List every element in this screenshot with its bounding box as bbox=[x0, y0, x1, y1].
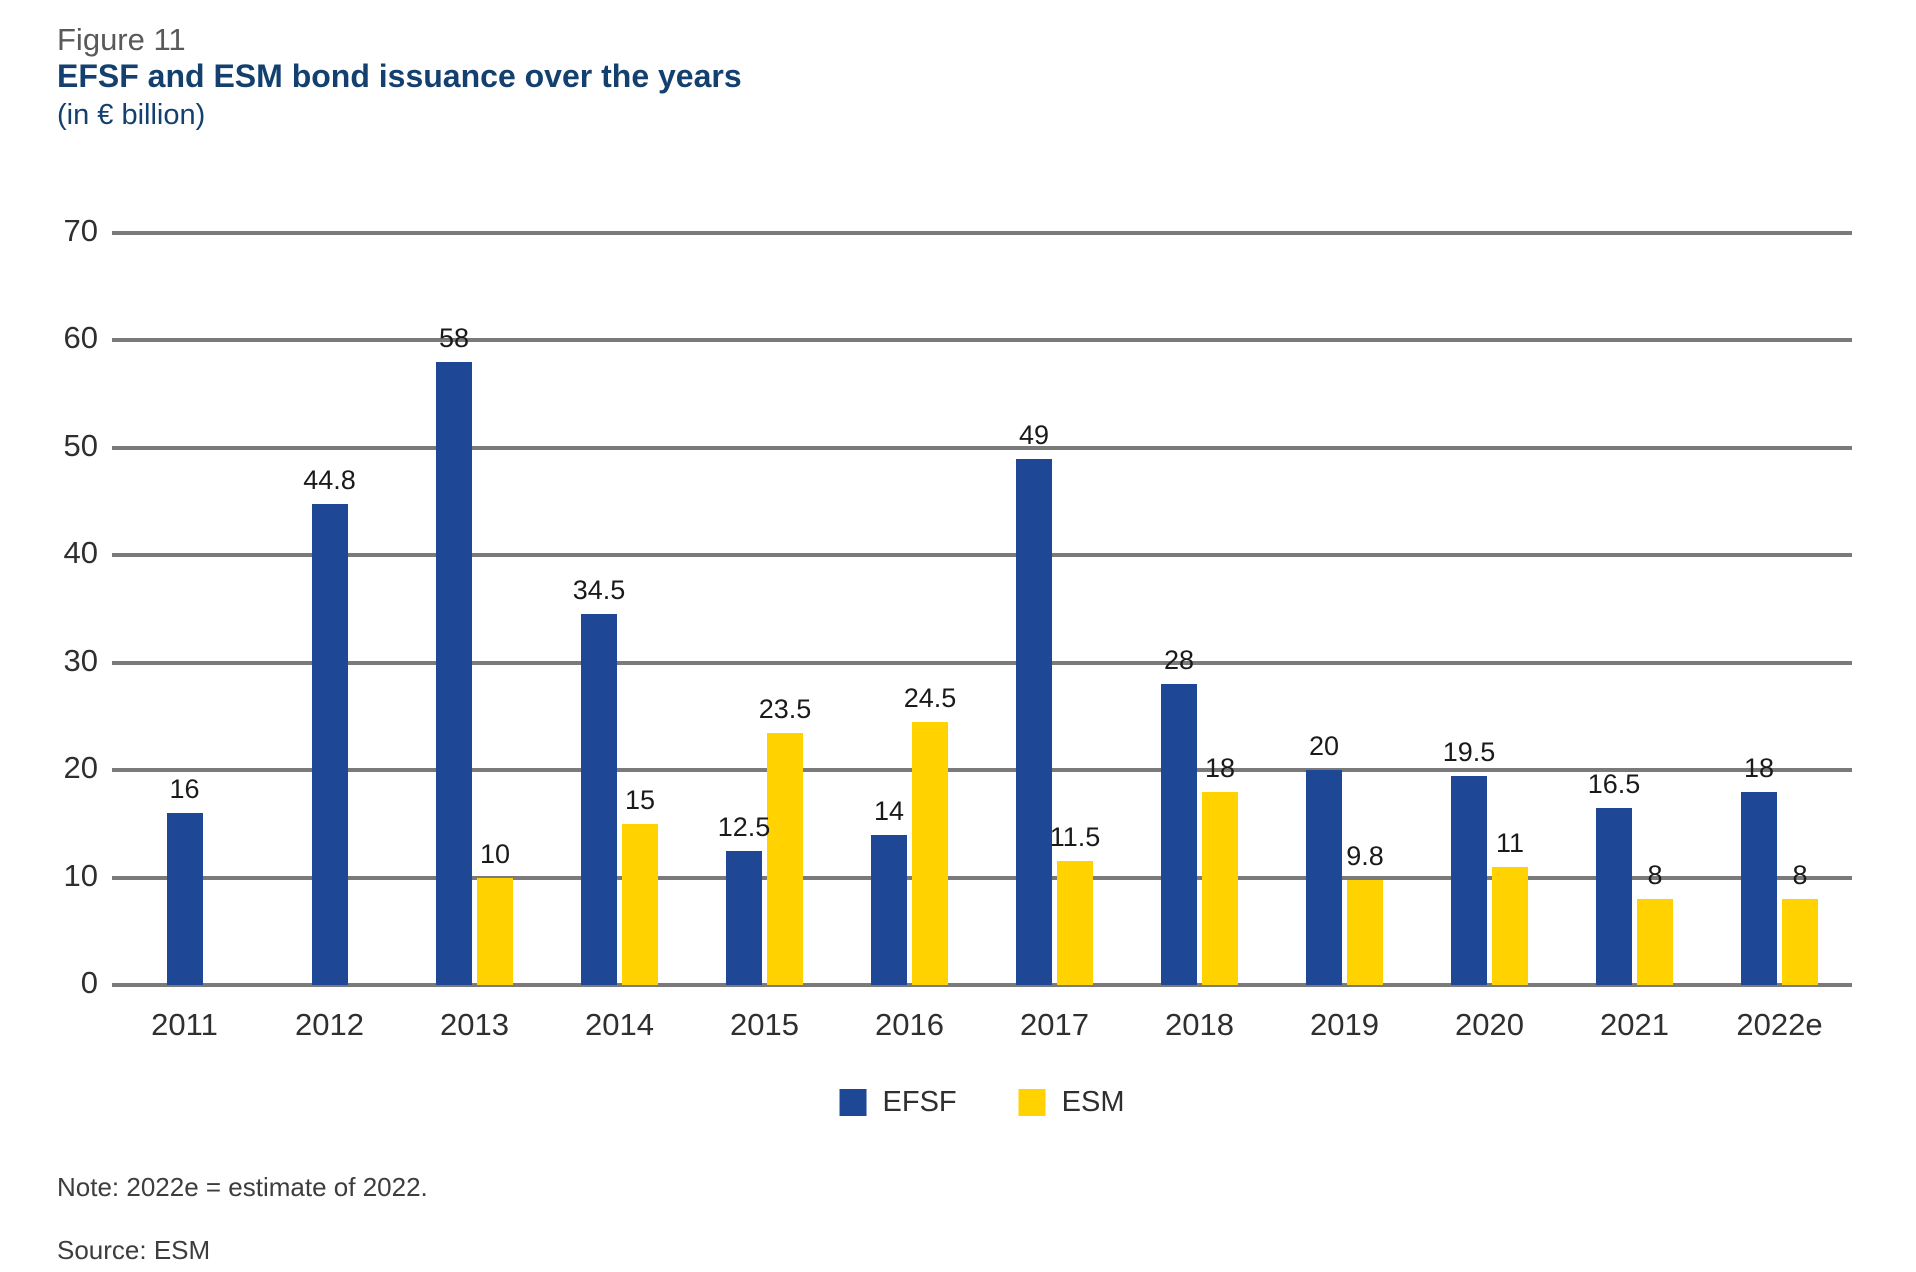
y-axis-label-30: 30 bbox=[63, 642, 98, 678]
x-axis-label-2021: 2021 bbox=[1600, 1007, 1669, 1042]
bar-esm-2015 bbox=[767, 732, 803, 985]
bar-value-label-efsf-2019: 20 bbox=[1308, 731, 1340, 762]
bar-value-label-esm-2017: 11.5 bbox=[1049, 822, 1101, 853]
bar-value-label-esm-2014: 15 bbox=[624, 784, 656, 815]
x-axis-label-2022e: 2022e bbox=[1736, 1007, 1823, 1042]
x-axis-label-2017: 2017 bbox=[1020, 1007, 1089, 1042]
x-axis-label-2014: 2014 bbox=[585, 1007, 654, 1042]
esm-swatch-icon bbox=[1018, 1089, 1046, 1116]
x-axis-label-2012: 2012 bbox=[295, 1007, 364, 1042]
bar-value-label-efsf-2020: 19.5 bbox=[1442, 736, 1496, 767]
gridline-10 bbox=[112, 875, 1852, 880]
source-text: Source: ESM bbox=[57, 1235, 211, 1265]
bar-efsf-2014 bbox=[581, 614, 617, 985]
bar-esm-2016 bbox=[912, 721, 948, 985]
bar-value-label-efsf-2018: 28 bbox=[1163, 645, 1195, 676]
bar-value-label-efsf-2014: 34.5 bbox=[572, 575, 626, 606]
bar-value-label-efsf-2016: 14 bbox=[873, 795, 905, 826]
gridline-30 bbox=[112, 660, 1852, 665]
bar-value-label-efsf-2021: 16.5 bbox=[1587, 768, 1641, 799]
chart-unit-subtitle: (in € billion) bbox=[57, 99, 206, 131]
bar-esm-2018 bbox=[1202, 791, 1238, 985]
bar-value-label-esm-2021: 8 bbox=[1647, 860, 1663, 891]
bar-value-label-efsf-2013: 58 bbox=[438, 322, 470, 353]
bar-efsf-2011 bbox=[166, 813, 203, 985]
bar-efsf-2017 bbox=[1016, 458, 1052, 985]
bar-esm-2020 bbox=[1492, 866, 1528, 985]
bar-efsf-2019 bbox=[1306, 770, 1342, 985]
bar-value-label-efsf-2015: 12.5 bbox=[717, 811, 771, 842]
bar-efsf-2016 bbox=[871, 834, 907, 985]
y-axis-label-60: 60 bbox=[63, 320, 98, 356]
chart-title: EFSF and ESM bond issuance over the year… bbox=[57, 58, 742, 94]
x-axis-label-2016: 2016 bbox=[875, 1007, 944, 1042]
bar-esm-2019 bbox=[1347, 879, 1383, 985]
y-axis-label-0: 0 bbox=[80, 965, 98, 1000]
x-axis-label-2020: 2020 bbox=[1455, 1007, 1524, 1042]
figure-label: Figure 11 bbox=[57, 22, 186, 57]
bar-value-label-efsf-2011: 16 bbox=[169, 774, 200, 805]
bar-efsf-2018 bbox=[1161, 684, 1197, 985]
legend-item-esm: ESM bbox=[1018, 1086, 1125, 1119]
gridline-40 bbox=[112, 553, 1852, 558]
bar-value-label-esm-2022e: 8 bbox=[1792, 860, 1808, 891]
bar-esm-2014 bbox=[622, 823, 658, 985]
bar-value-label-esm-2020: 11 bbox=[1495, 827, 1525, 858]
bar-efsf-2020 bbox=[1451, 775, 1487, 985]
bar-esm-2022e bbox=[1782, 899, 1818, 985]
efsf-swatch-icon bbox=[839, 1089, 867, 1116]
y-axis-label-50: 50 bbox=[63, 427, 98, 463]
y-axis-label-10: 10 bbox=[63, 857, 98, 893]
bar-value-label-esm-2016: 24.5 bbox=[903, 682, 957, 713]
bar-efsf-2021 bbox=[1596, 807, 1632, 985]
note-text: Note: 2022e = estimate of 2022. bbox=[57, 1172, 428, 1202]
gridline-70 bbox=[112, 231, 1852, 235]
gridline-50 bbox=[112, 445, 1852, 450]
x-axis-label-2013: 2013 bbox=[440, 1007, 509, 1042]
x-axis-label-2019: 2019 bbox=[1310, 1007, 1379, 1042]
y-axis-label-40: 40 bbox=[63, 535, 98, 571]
gridline-20 bbox=[112, 768, 1852, 773]
bar-efsf-2013 bbox=[436, 361, 472, 985]
bar-esm-2013 bbox=[477, 877, 513, 985]
gridline-60 bbox=[112, 338, 1852, 343]
bar-value-label-esm-2013: 10 bbox=[479, 838, 511, 869]
legend-label-efsf: EFSF bbox=[882, 1086, 957, 1118]
y-axis-label-70: 70 bbox=[63, 213, 98, 248]
plot-area: 16 2011 44.8 2012 58 10 2013 34.5 15 2014 12.5 23.5… bbox=[112, 231, 1852, 1042]
bar-efsf-2015 bbox=[726, 850, 762, 985]
gridline-0 bbox=[112, 983, 1852, 987]
legend-label-esm: ESM bbox=[1061, 1086, 1125, 1118]
bar-value-label-efsf-2012: 44.8 bbox=[303, 464, 356, 495]
y-axis-label-20: 20 bbox=[63, 750, 98, 786]
bar-value-label-efsf-2017: 49 bbox=[1018, 419, 1050, 450]
bar-efsf-2022e bbox=[1741, 791, 1777, 985]
bar-value-label-esm-2018: 18 bbox=[1204, 752, 1236, 783]
bar-value-label-esm-2019: 9.8 bbox=[1346, 840, 1384, 871]
bar-value-label-efsf-2022e: 18 bbox=[1743, 752, 1775, 783]
chart-legend: EFSF ESM bbox=[839, 1086, 1125, 1119]
bar-esm-2017 bbox=[1057, 861, 1093, 985]
bar-value-label-esm-2015: 23.5 bbox=[758, 693, 812, 724]
x-axis-label-2018: 2018 bbox=[1165, 1007, 1234, 1042]
bar-esm-2021 bbox=[1637, 899, 1673, 985]
x-axis-label-2015: 2015 bbox=[730, 1007, 799, 1042]
bar-efsf-2012 bbox=[311, 503, 348, 985]
legend-item-efsf: EFSF bbox=[839, 1086, 957, 1119]
x-axis-label-2011: 2011 bbox=[151, 1007, 218, 1042]
